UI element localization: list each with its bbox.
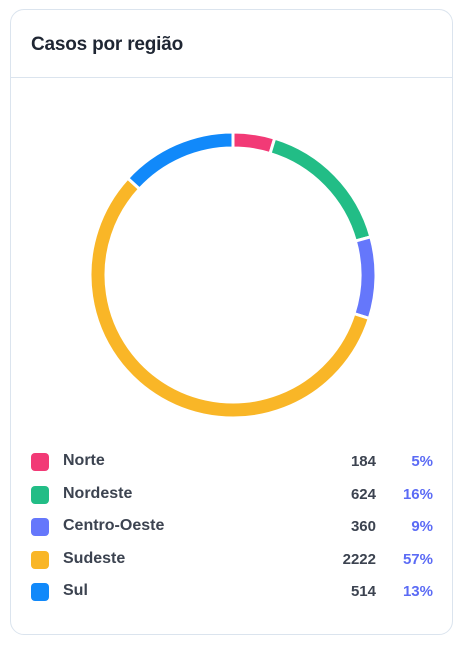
chart-legend: Norte 184 5% Nordeste 624 16% Centro-Oeste 360 9… bbox=[31, 450, 433, 613]
donut-slice-sul[interactable] bbox=[125, 130, 235, 192]
legend-item-centro-oeste[interactable]: Centro-Oeste 360 9% bbox=[31, 515, 433, 548]
legend-swatch bbox=[31, 550, 49, 569]
legend-item-nordeste[interactable]: Nordeste 624 16% bbox=[31, 483, 433, 516]
legend-percent: 57% bbox=[402, 550, 433, 568]
legend-swatch bbox=[31, 453, 49, 471]
legend-item-sul[interactable]: Sul 514 13% bbox=[31, 580, 433, 613]
donut-chart bbox=[11, 79, 452, 439]
legend-percent: 16% bbox=[402, 485, 433, 503]
legend-label: Norte bbox=[63, 452, 105, 469]
legend-label: Nordeste bbox=[63, 484, 133, 502]
card-title: Casos por região bbox=[31, 34, 184, 55]
legend-value: 2222 bbox=[342, 550, 376, 568]
legend-value: 360 bbox=[350, 518, 376, 535]
legend-percent: 5% bbox=[411, 453, 433, 470]
donut-slice-sudeste[interactable] bbox=[88, 176, 372, 420]
legend-swatch bbox=[31, 583, 49, 601]
legend-swatch bbox=[31, 485, 49, 504]
legend-label: Centro-Oeste bbox=[63, 517, 165, 534]
legend-percent: 9% bbox=[411, 518, 433, 535]
region-cases-card: Casos por região Norte 184 5% Nordeste 624 16… bbox=[10, 9, 453, 635]
legend-value: 514 bbox=[350, 583, 376, 600]
legend-item-sudeste[interactable]: Sudeste 2222 57% bbox=[31, 548, 433, 581]
legend-swatch bbox=[31, 518, 49, 536]
legend-label: Sudeste bbox=[63, 549, 126, 567]
legend-value: 624 bbox=[350, 485, 376, 503]
donut-chart-svg bbox=[88, 130, 378, 420]
donut-slice-centro-oeste[interactable] bbox=[352, 234, 378, 321]
legend-label: Sul bbox=[63, 582, 88, 599]
donut-slice-nordeste[interactable] bbox=[268, 136, 373, 243]
legend-value: 184 bbox=[350, 453, 376, 470]
card-header: Casos por região bbox=[11, 10, 452, 78]
donut-slice-norte[interactable] bbox=[231, 130, 277, 156]
legend-percent: 13% bbox=[402, 583, 433, 600]
legend-item-norte[interactable]: Norte 184 5% bbox=[31, 450, 433, 483]
